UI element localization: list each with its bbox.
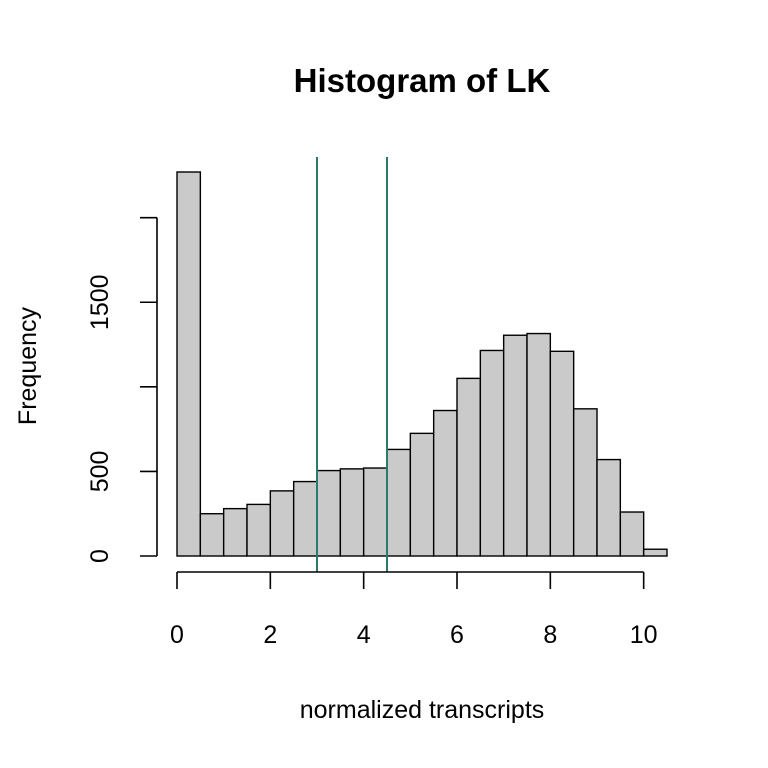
histogram-bar-10	[409, 432, 435, 557]
histogram-bar-19	[619, 511, 645, 557]
reference-lines-group	[316, 157, 388, 572]
histogram-bar-14	[502, 334, 528, 557]
bars-group	[176, 171, 668, 557]
x-tick-label-1: 2	[263, 621, 277, 649]
histogram-bar-4	[269, 490, 295, 557]
x-axis: 0 2 4 6 8 10	[170, 571, 658, 649]
histogram-bar-15	[526, 332, 552, 557]
histogram-bar-13	[479, 349, 505, 557]
histogram-bar-3	[246, 503, 272, 557]
y-axis-label: Frequency	[14, 306, 42, 425]
histogram-bar-5	[292, 480, 318, 557]
histogram-bar-20	[642, 548, 668, 557]
histogram-bar-8	[362, 467, 388, 557]
histogram-bar-2	[222, 507, 248, 557]
x-tick-label-4: 8	[543, 621, 557, 649]
histogram-bar-16	[549, 350, 575, 557]
y-tick-label-1: 500	[86, 451, 114, 493]
x-tick-label-3: 6	[450, 621, 464, 649]
y-tick-label-0: 0	[86, 549, 114, 563]
histogram-bar-18	[596, 458, 622, 557]
histogram-bar-6	[316, 469, 342, 557]
x-tick-label-0: 0	[170, 621, 184, 649]
y-tick-label-3: 1500	[86, 274, 114, 330]
histogram-bar-9	[386, 448, 412, 557]
histogram-bar-17	[572, 408, 598, 557]
y-axis: 0 500 1500	[86, 216, 158, 563]
histogram-bar-1	[199, 513, 225, 557]
histogram-bar-11	[432, 409, 458, 557]
chart-title: Histogram of LK	[294, 62, 551, 99]
histogram-bar-12	[456, 377, 482, 557]
histogram-bar-0	[176, 171, 202, 557]
histogram-bar-7	[339, 468, 365, 557]
x-tick-label-2: 4	[357, 621, 371, 649]
x-axis-label: normalized transcripts	[300, 696, 545, 724]
x-tick-label-5: 10	[630, 621, 658, 649]
